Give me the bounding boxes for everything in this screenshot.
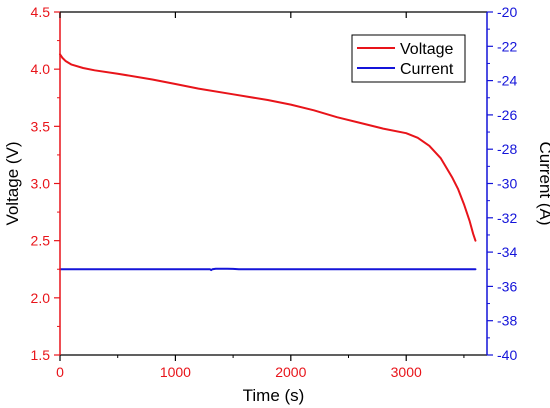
y-left-tick-label: 1.5 <box>31 347 51 363</box>
y-right-tick-label: -24 <box>497 73 517 89</box>
y-right-tick-label: -34 <box>497 244 517 260</box>
x-tick-label: 2000 <box>275 364 306 380</box>
y-right-tick-label: -20 <box>497 4 517 20</box>
y-left-tick-label: 4.0 <box>31 61 51 77</box>
y-right-tick-label: -40 <box>497 347 517 363</box>
y-left-tick-label: 3.0 <box>31 176 51 192</box>
y-left-tick-label: 4.5 <box>31 4 51 20</box>
legend-label-voltage: Voltage <box>400 41 453 58</box>
series-line-voltage <box>59 53 477 242</box>
y-right-tick-label: -32 <box>497 210 517 226</box>
x-tick-label: 3000 <box>391 364 422 380</box>
y-right-tick-label: -38 <box>497 313 517 329</box>
y-left-tick-label: 3.5 <box>31 118 51 134</box>
y-right-tick-label: -26 <box>497 107 517 123</box>
legend: Voltage Current <box>351 34 466 83</box>
x-tick-label: 0 <box>56 364 64 380</box>
y-right-tick-label: -36 <box>497 278 517 294</box>
y-right-axis-title: Current (A) <box>536 141 550 225</box>
y-right-tick-label: -30 <box>497 176 517 192</box>
legend-box <box>351 34 466 83</box>
y-left-tick-label: 2.5 <box>31 233 51 249</box>
y-right-tick-label: -28 <box>497 141 517 157</box>
y-left-axis-title: Voltage (V) <box>3 141 22 225</box>
y-right-tick-label: -22 <box>497 38 517 54</box>
x-axis-title: Time (s) <box>243 386 305 405</box>
legend-label-current: Current <box>400 61 454 78</box>
x-tick-label: 1000 <box>160 364 191 380</box>
y-left-tick-label: 2.0 <box>31 290 51 306</box>
series-line-current <box>59 267 477 272</box>
